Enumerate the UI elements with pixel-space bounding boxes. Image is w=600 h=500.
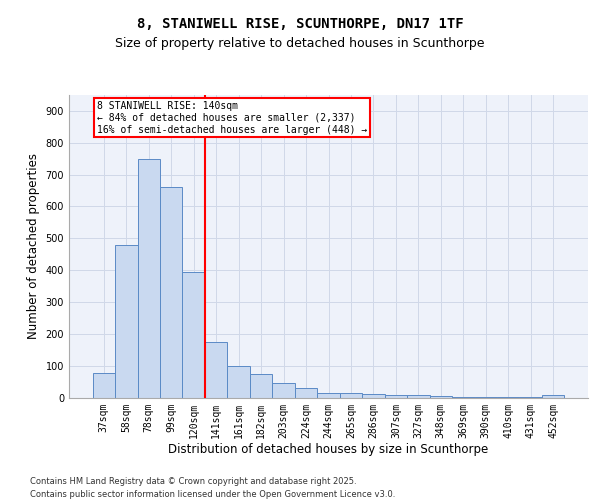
Bar <box>362 394 385 398</box>
Bar <box>137 158 160 398</box>
X-axis label: Distribution of detached houses by size in Scunthorpe: Distribution of detached houses by size … <box>169 443 488 456</box>
Text: 8, STANIWELL RISE, SCUNTHORPE, DN17 1TF: 8, STANIWELL RISE, SCUNTHORPE, DN17 1TF <box>137 18 463 32</box>
Text: Contains public sector information licensed under the Open Government Licence v3: Contains public sector information licen… <box>30 490 395 499</box>
Bar <box>182 272 205 398</box>
Bar <box>295 388 317 398</box>
Text: Size of property relative to detached houses in Scunthorpe: Size of property relative to detached ho… <box>115 38 485 51</box>
Bar <box>340 394 362 398</box>
Bar <box>272 383 295 398</box>
Text: 8 STANIWELL RISE: 140sqm
← 84% of detached houses are smaller (2,337)
16% of sem: 8 STANIWELL RISE: 140sqm ← 84% of detach… <box>97 102 367 134</box>
Text: Contains HM Land Registry data © Crown copyright and database right 2025.: Contains HM Land Registry data © Crown c… <box>30 478 356 486</box>
Bar <box>250 374 272 398</box>
Bar <box>542 396 565 398</box>
Bar <box>92 372 115 398</box>
Bar <box>407 396 430 398</box>
Bar <box>317 392 340 398</box>
Bar <box>385 395 407 398</box>
Bar <box>160 188 182 398</box>
Bar <box>452 396 475 398</box>
Bar <box>205 342 227 398</box>
Y-axis label: Number of detached properties: Number of detached properties <box>27 153 40 340</box>
Bar <box>475 397 497 398</box>
Bar <box>227 366 250 398</box>
Bar <box>430 396 452 398</box>
Bar <box>115 246 137 398</box>
